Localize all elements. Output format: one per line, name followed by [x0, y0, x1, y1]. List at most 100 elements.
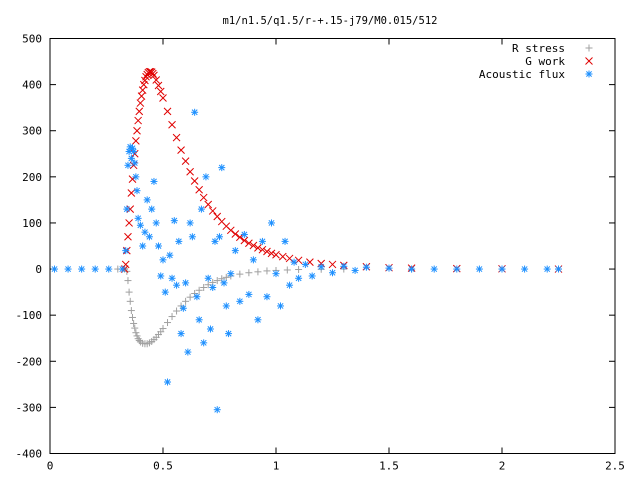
data-point — [430, 265, 438, 273]
data-point — [249, 241, 258, 250]
data-point — [202, 173, 210, 181]
data-point — [154, 81, 163, 90]
axis-ticks: 0 0.5 1 1.5 2 2.5 -400 -300 -200 -100 0 100 200 300 40… — [16, 33, 625, 473]
data-point — [182, 279, 190, 287]
data-point — [453, 265, 461, 273]
y-tick-label: -300 — [16, 401, 43, 414]
data-point — [351, 266, 359, 274]
data-point — [286, 281, 294, 289]
x-tick-label: 1 — [273, 460, 280, 473]
data-point — [272, 270, 280, 278]
data-point — [51, 265, 59, 273]
data-point — [131, 159, 139, 167]
data-point — [245, 239, 253, 248]
data-point — [186, 293, 194, 301]
data-point — [200, 284, 208, 291]
data-point — [136, 221, 144, 229]
y-tick-label: 100 — [22, 217, 42, 230]
legend-marker — [585, 70, 593, 78]
data-point — [329, 269, 336, 277]
data-point — [128, 313, 136, 321]
data-point — [295, 266, 303, 274]
data-point — [301, 260, 309, 268]
y-tick-label: 200 — [22, 171, 42, 184]
data-point — [231, 230, 240, 238]
data-point — [159, 256, 167, 264]
y-tick-label: -200 — [16, 355, 43, 368]
data-point — [124, 161, 132, 169]
data-point — [177, 146, 185, 154]
data-point — [195, 286, 203, 294]
data-point — [164, 319, 172, 327]
data-point — [145, 233, 153, 241]
data-point — [168, 313, 176, 321]
x-tick-label: 0.5 — [153, 460, 173, 473]
x-tick-label: 1.5 — [379, 460, 399, 473]
data-point — [211, 237, 219, 245]
data-point — [173, 281, 181, 289]
data-point — [125, 288, 133, 296]
data-point — [340, 262, 348, 270]
data-point — [124, 277, 132, 285]
data-point — [163, 107, 172, 116]
data-point — [222, 273, 230, 281]
data-point — [277, 302, 285, 310]
data-point — [236, 270, 244, 278]
data-point — [131, 324, 139, 332]
data-point — [216, 233, 223, 241]
legend-marker — [585, 57, 593, 65]
data-point — [130, 319, 138, 327]
data-point — [172, 133, 181, 142]
data-point — [157, 272, 165, 280]
data-point — [231, 247, 239, 255]
data-point — [143, 196, 151, 204]
data-point — [173, 307, 181, 315]
data-point — [179, 304, 187, 312]
data-point — [258, 245, 267, 254]
data-point — [240, 236, 249, 245]
data-point — [159, 325, 167, 333]
data-point — [182, 297, 190, 305]
data-point — [263, 293, 271, 301]
data-point — [122, 247, 130, 255]
data-point — [188, 233, 196, 241]
data-point — [139, 242, 147, 250]
data-point — [267, 249, 276, 258]
data-point — [283, 266, 291, 274]
data-point — [148, 205, 156, 213]
data-point — [150, 71, 158, 80]
data-point — [278, 252, 287, 261]
series-r-stress — [114, 265, 562, 348]
data-point — [152, 76, 161, 84]
data-point — [222, 302, 230, 310]
data-point — [254, 243, 262, 252]
data-point — [152, 219, 160, 227]
data-point — [78, 265, 86, 273]
data-point — [125, 219, 133, 227]
series-g-work — [120, 67, 563, 273]
data-point — [254, 268, 262, 276]
data-point — [136, 99, 145, 107]
data-point — [209, 284, 217, 291]
series-layer — [51, 67, 563, 414]
data-point — [245, 290, 253, 298]
data-point — [226, 226, 235, 235]
data-point — [281, 237, 289, 245]
data-point — [159, 94, 167, 102]
legend-label: G work — [525, 55, 565, 68]
data-point — [135, 107, 144, 116]
data-point — [64, 265, 72, 273]
data-point — [175, 237, 183, 245]
data-point — [134, 116, 142, 125]
data-point — [91, 265, 99, 273]
data-point — [199, 193, 208, 202]
data-point — [408, 265, 416, 273]
chart-title: m1/n1.5/q1.5/r-+.15-j79/M0.015/512 — [223, 15, 438, 27]
data-point — [249, 256, 257, 264]
series-acoustic-flux — [51, 108, 562, 414]
data-point — [220, 279, 228, 287]
data-point — [186, 219, 194, 227]
y-tick-label: 300 — [22, 125, 42, 138]
data-point — [195, 185, 204, 194]
plot-frame — [49, 38, 616, 454]
